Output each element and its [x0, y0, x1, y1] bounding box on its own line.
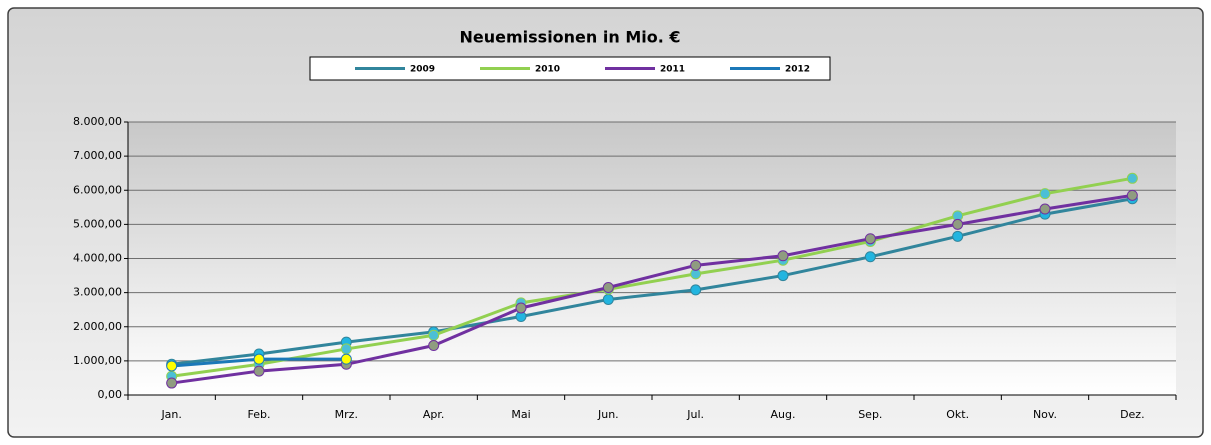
- legend-box: [309, 56, 831, 81]
- data-point: [864, 251, 876, 263]
- chart-title: Neuemissionen in Mio. €: [460, 28, 681, 47]
- x-tick-label: Jun.: [597, 408, 619, 421]
- data-point: [166, 360, 178, 372]
- y-tick-label: 1.000,00: [73, 354, 122, 367]
- y-tick-label: 8.000,00: [73, 115, 122, 128]
- data-point: [1039, 188, 1051, 200]
- x-tick-label: Aug.: [771, 408, 796, 421]
- y-tick-label: 6.000,00: [73, 183, 122, 196]
- legend-label: 2010: [535, 65, 560, 75]
- x-tick-label: Apr.: [423, 408, 445, 421]
- data-point: [340, 343, 352, 355]
- x-tick-label: Feb.: [248, 408, 271, 421]
- data-point: [952, 230, 964, 242]
- data-point: [690, 259, 702, 271]
- data-point: [952, 218, 964, 230]
- legend-label: 2012: [785, 65, 810, 75]
- x-tick-label: Jan.: [160, 408, 181, 421]
- data-point: [253, 353, 265, 365]
- y-tick-label: 0,00: [98, 388, 123, 401]
- data-point: [602, 293, 614, 305]
- data-point: [340, 353, 352, 365]
- x-tick-label: Okt.: [946, 408, 969, 421]
- series-line: [171, 193, 1133, 385]
- legend-label: 2009: [410, 65, 435, 75]
- data-point: [602, 282, 614, 294]
- x-tick-label: Mrz.: [335, 408, 358, 421]
- data-point: [777, 250, 789, 262]
- series-line: [171, 197, 1133, 366]
- legend-label: 2011: [660, 65, 685, 75]
- data-point: [690, 284, 702, 296]
- data-point: [428, 329, 440, 341]
- y-tick-label: 3.000,00: [73, 286, 122, 299]
- data-point: [515, 302, 527, 314]
- x-tick-label: Sep.: [858, 408, 882, 421]
- y-tick-label: 5.000,00: [73, 217, 122, 230]
- data-point: [864, 233, 876, 245]
- data-point: [1039, 203, 1051, 215]
- x-tick-label: Dez.: [1120, 408, 1145, 421]
- series-line: [171, 176, 1133, 378]
- data-point: [253, 365, 265, 377]
- data-point: [166, 377, 178, 389]
- y-tick-label: 2.000,00: [73, 320, 122, 333]
- x-tick-label: Jul.: [686, 408, 704, 421]
- data-point: [1126, 172, 1138, 184]
- data-point: [1126, 189, 1138, 201]
- y-tick-label: 4.000,00: [73, 252, 122, 265]
- data-point: [777, 270, 789, 282]
- x-tick-label: Nov.: [1033, 408, 1057, 421]
- data-point: [428, 340, 440, 352]
- x-tick-label: Mai: [511, 408, 530, 421]
- y-tick-label: 7.000,00: [73, 149, 122, 162]
